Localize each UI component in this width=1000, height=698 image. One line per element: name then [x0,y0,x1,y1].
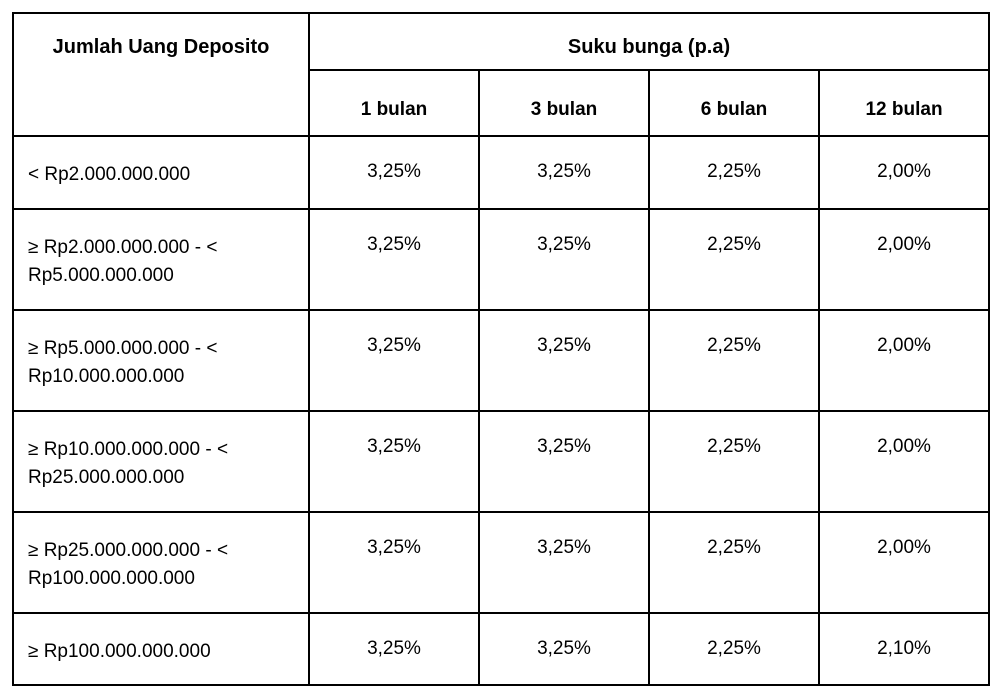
rate-value: 3,25% [309,209,479,310]
deposit-range-label: ≥ Rp100.000.000.000 [13,613,309,686]
table-row: ≥ Rp5.000.000.000 - < Rp10.000.000.000 3… [13,310,989,411]
table-row: ≥ Rp10.000.000.000 - < Rp25.000.000.000 … [13,411,989,512]
rate-value: 3,25% [309,512,479,613]
rate-value: 2,00% [819,136,989,209]
table-body: < Rp2.000.000.000 3,25% 3,25% 2,25% 2,00… [13,136,989,685]
rate-value: 2,00% [819,411,989,512]
deposit-rate-table: Jumlah Uang Deposito Suku bunga (p.a) 1 … [12,12,990,686]
rate-value: 2,25% [649,209,819,310]
rate-value: 3,25% [309,613,479,686]
rate-value: 3,25% [479,209,649,310]
header-deposit-amount: Jumlah Uang Deposito [13,13,309,136]
rate-value: 2,25% [649,512,819,613]
deposit-range-label: ≥ Rp2.000.000.000 - < Rp5.000.000.000 [13,209,309,310]
header-period-1: 1 bulan [309,70,479,136]
table-row: ≥ Rp25.000.000.000 - < Rp100.000.000.000… [13,512,989,613]
rate-value: 3,25% [479,512,649,613]
header-period-3: 3 bulan [479,70,649,136]
table-row: ≥ Rp100.000.000.000 3,25% 3,25% 2,25% 2,… [13,613,989,686]
rate-value: 3,25% [479,310,649,411]
table-row: < Rp2.000.000.000 3,25% 3,25% 2,25% 2,00… [13,136,989,209]
rate-value: 2,25% [649,310,819,411]
deposit-range-label: ≥ Rp5.000.000.000 - < Rp10.000.000.000 [13,310,309,411]
rate-value: 2,25% [649,411,819,512]
deposit-range-label: < Rp2.000.000.000 [13,136,309,209]
rate-value: 3,25% [309,411,479,512]
header-period-12: 12 bulan [819,70,989,136]
rate-value: 2,00% [819,209,989,310]
header-period-6: 6 bulan [649,70,819,136]
rate-value: 2,25% [649,136,819,209]
table-row: ≥ Rp2.000.000.000 - < Rp5.000.000.000 3,… [13,209,989,310]
table-header: Jumlah Uang Deposito Suku bunga (p.a) 1 … [13,13,989,136]
rate-value: 2,00% [819,512,989,613]
deposit-range-label: ≥ Rp10.000.000.000 - < Rp25.000.000.000 [13,411,309,512]
rate-value: 3,25% [479,136,649,209]
header-rate-group: Suku bunga (p.a) [309,13,989,70]
rate-value: 2,10% [819,613,989,686]
rate-value: 2,00% [819,310,989,411]
rate-value: 2,25% [649,613,819,686]
deposit-range-label: ≥ Rp25.000.000.000 - < Rp100.000.000.000 [13,512,309,613]
rate-value: 3,25% [309,136,479,209]
rate-value: 3,25% [479,613,649,686]
rate-value: 3,25% [479,411,649,512]
rate-value: 3,25% [309,310,479,411]
